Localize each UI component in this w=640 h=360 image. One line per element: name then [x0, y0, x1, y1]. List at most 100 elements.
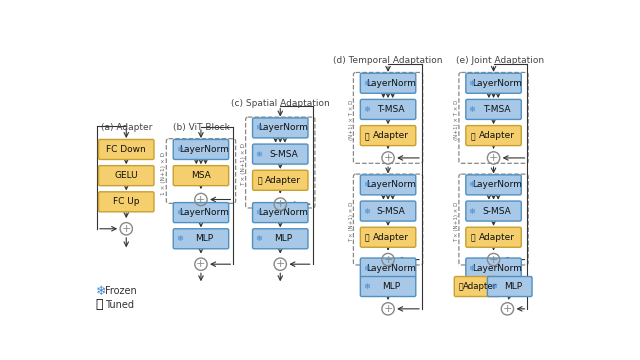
Text: +: + — [196, 259, 205, 269]
Text: LayerNorm: LayerNorm — [259, 208, 308, 217]
Text: S-MSA: S-MSA — [269, 149, 298, 158]
Text: +: + — [503, 304, 512, 314]
Text: Frozen: Frozen — [105, 286, 136, 296]
FancyBboxPatch shape — [173, 203, 228, 222]
Text: 1 × (N+1) × D: 1 × (N+1) × D — [161, 152, 166, 195]
Text: 🔥: 🔥 — [257, 176, 262, 185]
FancyBboxPatch shape — [466, 99, 521, 120]
Text: 🔥: 🔥 — [95, 298, 103, 311]
Text: ❄: ❄ — [176, 145, 183, 154]
Text: Tuned: Tuned — [105, 300, 134, 310]
Text: LayerNorm: LayerNorm — [366, 180, 416, 189]
Text: Adapter: Adapter — [479, 233, 515, 242]
Text: ❄: ❄ — [468, 207, 476, 216]
FancyBboxPatch shape — [360, 73, 416, 93]
Text: ❄: ❄ — [255, 208, 262, 217]
Text: ❄: ❄ — [363, 180, 370, 189]
FancyBboxPatch shape — [488, 276, 532, 297]
Text: ❄: ❄ — [95, 285, 106, 298]
FancyBboxPatch shape — [466, 175, 521, 195]
FancyBboxPatch shape — [466, 201, 521, 221]
Text: (c) Spatial Adaptation: (c) Spatial Adaptation — [231, 99, 330, 108]
FancyBboxPatch shape — [360, 276, 416, 297]
Text: ❄: ❄ — [255, 234, 262, 243]
Text: MLP: MLP — [504, 282, 522, 291]
Text: T × (N+1) × D: T × (N+1) × D — [241, 143, 246, 186]
Text: T-MSA: T-MSA — [483, 105, 510, 114]
Text: 🔥: 🔥 — [365, 234, 369, 243]
Text: Adapter: Adapter — [479, 131, 515, 140]
Text: ❄: ❄ — [468, 79, 476, 88]
FancyBboxPatch shape — [466, 126, 521, 145]
FancyBboxPatch shape — [360, 126, 416, 145]
FancyBboxPatch shape — [253, 229, 308, 249]
FancyBboxPatch shape — [454, 276, 499, 297]
FancyBboxPatch shape — [99, 166, 154, 186]
Text: +: + — [383, 153, 393, 163]
Text: LayerNorm: LayerNorm — [472, 79, 522, 88]
Text: 🔥: 🔥 — [470, 132, 475, 141]
Text: S-MSA: S-MSA — [377, 207, 406, 216]
Text: ❄: ❄ — [468, 105, 476, 114]
FancyBboxPatch shape — [360, 99, 416, 120]
FancyBboxPatch shape — [360, 258, 416, 278]
Text: GELU: GELU — [115, 171, 138, 180]
Text: +: + — [276, 199, 285, 209]
FancyBboxPatch shape — [253, 118, 308, 138]
FancyBboxPatch shape — [360, 175, 416, 195]
Text: (a) Adapter: (a) Adapter — [100, 123, 152, 132]
FancyBboxPatch shape — [173, 166, 228, 186]
Text: +: + — [383, 255, 393, 265]
FancyBboxPatch shape — [253, 144, 308, 164]
FancyBboxPatch shape — [466, 73, 521, 93]
Text: 🔥: 🔥 — [459, 283, 463, 292]
FancyBboxPatch shape — [466, 227, 521, 247]
Text: T × (N+1) × D: T × (N+1) × D — [454, 202, 459, 242]
FancyBboxPatch shape — [99, 139, 154, 159]
Text: MLP: MLP — [195, 234, 213, 243]
Text: ❄: ❄ — [363, 282, 370, 291]
Text: 🔥: 🔥 — [365, 132, 369, 141]
FancyBboxPatch shape — [360, 201, 416, 221]
Text: ❄: ❄ — [176, 234, 183, 243]
FancyBboxPatch shape — [173, 139, 228, 159]
Text: MLP: MLP — [275, 234, 292, 243]
Text: (e) Joint Adaptation: (e) Joint Adaptation — [456, 56, 544, 65]
Text: (N+1) × T × D: (N+1) × T × D — [454, 100, 459, 140]
Text: (N+1) × T × D: (N+1) × T × D — [349, 100, 354, 140]
FancyBboxPatch shape — [253, 203, 308, 222]
Text: Adapter: Adapter — [373, 233, 409, 242]
Text: LayerNorm: LayerNorm — [179, 208, 229, 217]
Text: +: + — [276, 259, 285, 269]
Text: 🔥: 🔥 — [470, 234, 475, 243]
Text: LayerNorm: LayerNorm — [259, 123, 308, 132]
Text: LayerNorm: LayerNorm — [366, 264, 416, 273]
Text: LayerNorm: LayerNorm — [179, 145, 229, 154]
FancyBboxPatch shape — [173, 229, 228, 249]
Text: FC Up: FC Up — [113, 197, 140, 206]
Text: ❄: ❄ — [468, 264, 476, 273]
Text: ❄: ❄ — [468, 180, 476, 189]
Text: +: + — [489, 153, 498, 163]
Text: LayerNorm: LayerNorm — [472, 264, 522, 273]
FancyBboxPatch shape — [253, 170, 308, 190]
Text: ❄: ❄ — [176, 208, 183, 217]
Text: +: + — [383, 304, 393, 314]
Text: LayerNorm: LayerNorm — [366, 79, 416, 88]
FancyBboxPatch shape — [360, 227, 416, 247]
Text: ❄: ❄ — [363, 105, 370, 114]
Text: Adapter: Adapter — [463, 282, 497, 291]
Text: FC Down: FC Down — [106, 145, 146, 154]
Text: ❄: ❄ — [363, 207, 370, 216]
Text: T × (N+1) × D: T × (N+1) × D — [349, 202, 354, 242]
FancyBboxPatch shape — [466, 258, 521, 278]
Text: (d) Temporal Adaptation: (d) Temporal Adaptation — [333, 56, 443, 65]
Text: MSA: MSA — [191, 171, 211, 180]
Text: ❄: ❄ — [363, 79, 370, 88]
Text: +: + — [489, 255, 498, 265]
Text: ❄: ❄ — [255, 149, 262, 158]
Text: +: + — [196, 194, 205, 204]
Text: (b) ViT Block: (b) ViT Block — [173, 123, 229, 132]
Text: +: + — [122, 224, 131, 234]
Text: ❄: ❄ — [255, 123, 262, 132]
